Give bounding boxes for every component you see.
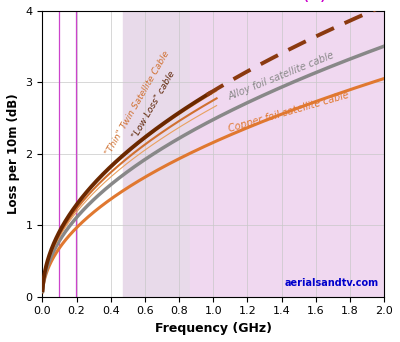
Text: aerialsandtv.com: aerialsandtv.com [285,278,379,288]
Text: "Thin" Twin Satellite Cable: "Thin" Twin Satellite Cable [104,50,171,157]
Text: ←——— Satellite (IF) ———→: ←——— Satellite (IF) ———→ [201,0,372,2]
Text: FM: FM [50,0,68,2]
Text: "Low Loss" cable: "Low Loss" cable [131,69,177,140]
Text: ← TV →: ← TV → [135,0,178,2]
Bar [190,11,384,297]
Y-axis label: Loss per 10m (dB): Loss per 10m (dB) [7,94,20,214]
Text: Alloy foil satellite cable: Alloy foil satellite cable [227,51,336,102]
Text: DAB: DAB [62,0,89,2]
Bar [123,11,190,297]
Text: Copper foil satellite cable: Copper foil satellite cable [227,90,350,134]
X-axis label: Frequency (GHz): Frequency (GHz) [155,322,272,335]
